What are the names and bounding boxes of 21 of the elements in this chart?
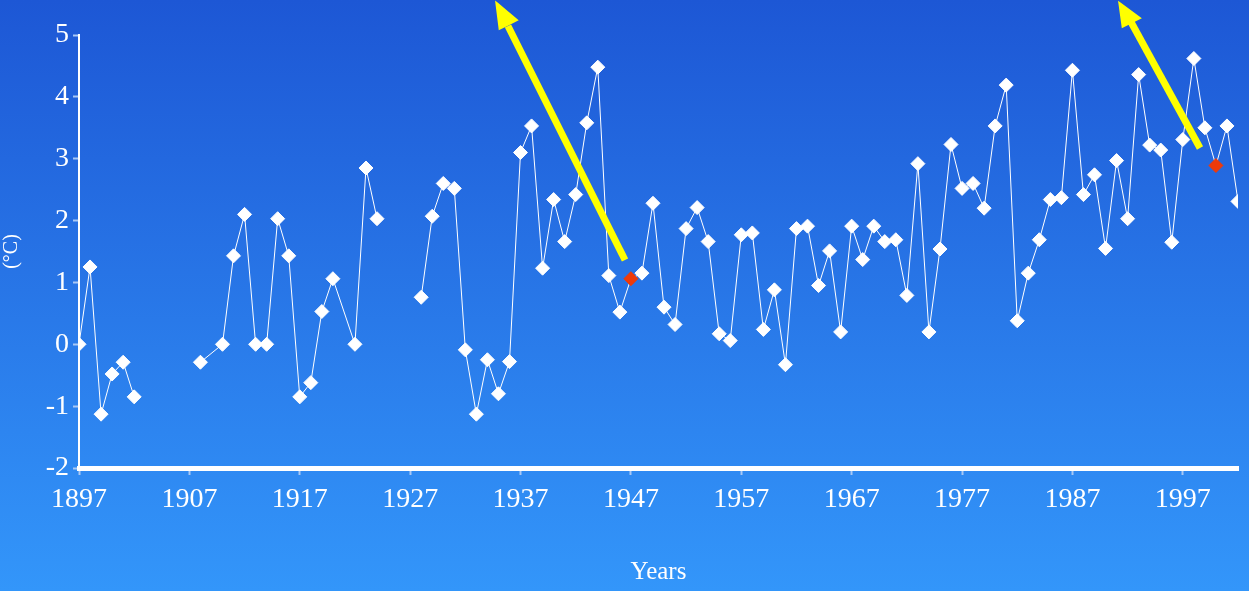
y-tick-label: -2 [45,450,69,482]
x-tick-label: 1997 [1154,482,1211,514]
y-tick-label: 5 [55,17,69,49]
x-tick-label: 1917 [271,482,328,514]
x-tick-label: 1987 [1044,482,1101,514]
y-axis-title: (°C) [0,234,23,269]
x-tick-label: 1967 [823,482,880,514]
x-axis-title: Years [630,556,687,584]
y-tick-label: 0 [55,326,69,358]
y-tick-label: 3 [55,141,69,173]
x-tick-label: 1957 [713,482,770,514]
x-tick-label: 1897 [51,482,107,514]
x-tick-label: 1977 [934,482,991,514]
x-tick-label: 1947 [602,482,659,514]
x-tick-label: 1927 [382,482,439,514]
y-tick-label: 4 [55,79,69,111]
y-tick-label: 1 [55,264,69,296]
y-tick-label: 2 [55,202,69,234]
x-tick-label: 1937 [492,482,549,514]
y-tick-label: -1 [45,388,69,420]
x-tick-label: 1907 [161,482,218,514]
